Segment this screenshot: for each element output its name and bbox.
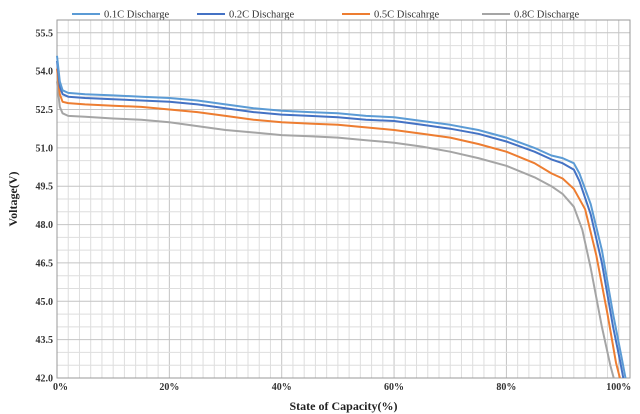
y-tick-label: 49.5 <box>36 182 54 193</box>
y-tick-labels: 42.0 43.5 45.0 46.5 48.0 49.5 51.0 52.5 54.0 55.5 <box>36 28 54 384</box>
x-tick-label: 40% <box>272 382 292 393</box>
legend-label: 0.1C Discharge <box>104 10 169 21</box>
legend: 0.1C Discharge 0.2C Discharge 0.5C Discahr… <box>72 10 579 21</box>
series-line-1 <box>56 55 627 379</box>
x-tick-labels: 0% 20% 40% 60% 80% 100% <box>53 382 631 393</box>
y-tick-label: 55.5 <box>36 28 54 39</box>
y-tick-label: 51.0 <box>36 143 54 154</box>
y-axis-title: Voltage(V) <box>6 172 20 227</box>
y-tick-label: 45.0 <box>36 297 54 308</box>
legend-label: 0.2C Discharge <box>229 10 294 21</box>
grid <box>57 20 630 378</box>
y-tick-label: 54.0 <box>36 67 54 78</box>
x-tick-label: 100% <box>606 382 631 393</box>
series-line-4 <box>56 81 615 379</box>
series-line-2 <box>56 60 625 379</box>
legend-label: 0.8C Discharge <box>514 10 579 21</box>
legend-label: 0.5C Discahrge <box>374 10 439 21</box>
y-tick-label: 52.5 <box>36 105 54 116</box>
series-lines <box>56 55 627 379</box>
x-tick-label: 0% <box>53 382 68 393</box>
y-tick-label: 42.0 <box>36 374 54 385</box>
series-line-3 <box>56 68 621 379</box>
y-tick-label: 43.5 <box>36 335 54 346</box>
plot-frame <box>56 19 631 379</box>
y-tick-label: 46.5 <box>36 258 54 269</box>
y-tick-label: 48.0 <box>36 220 54 231</box>
x-tick-label: 60% <box>384 382 404 393</box>
x-axis-title: State of Capacity(%) <box>290 399 398 413</box>
x-tick-label: 80% <box>496 382 516 393</box>
x-tick-label: 20% <box>159 382 179 393</box>
